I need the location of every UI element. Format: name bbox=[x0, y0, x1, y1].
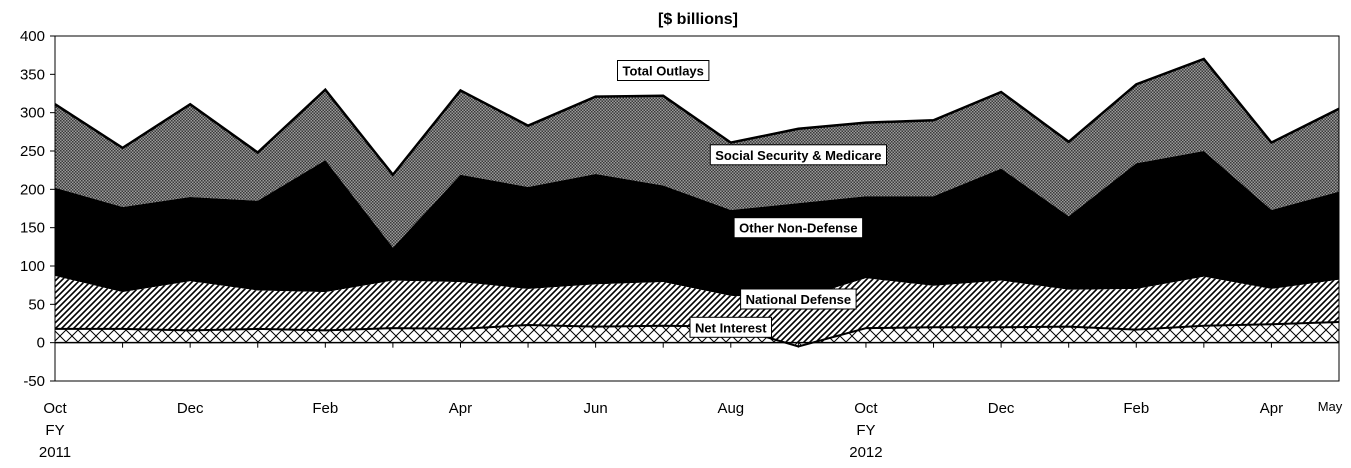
x-tick-label: Jun bbox=[584, 400, 608, 417]
y-tick-label: 400 bbox=[20, 28, 45, 45]
x-tick-label: Oct bbox=[854, 400, 878, 417]
y-axis: -50 0 50 100 150 200 250 300 350 400 bbox=[20, 28, 1339, 390]
x-tick-label: Feb bbox=[1123, 400, 1149, 417]
series-label-box bbox=[740, 288, 857, 310]
y-tick-label: 50 bbox=[28, 296, 45, 313]
series-label-box bbox=[733, 217, 864, 239]
y-tick-label: 150 bbox=[20, 220, 45, 237]
series-label-text: Social Security & Medicare bbox=[715, 148, 881, 163]
x-tick-label: May bbox=[1318, 399, 1343, 414]
area-national-defense bbox=[55, 276, 1339, 347]
series-label-text: Net Interest bbox=[695, 320, 767, 335]
x-tick-label: Apr bbox=[449, 400, 472, 417]
area-social-security-medicare bbox=[55, 59, 1339, 248]
series-labels: Net Interest National Defense Other Non-De… bbox=[617, 60, 887, 338]
y-tick-label: 300 bbox=[20, 105, 45, 122]
x-tick-label: Dec bbox=[988, 400, 1015, 417]
x-axis: Oct FY 2011 Dec Feb Apr Jun Aug Oct FY 2012 Dec Feb A… bbox=[39, 342, 1343, 461]
series-label: Social Security & Medicare bbox=[709, 144, 887, 166]
y-tick-label: -50 bbox=[23, 373, 45, 390]
area-other-non-defense bbox=[55, 151, 1339, 299]
series-label: Total Outlays bbox=[617, 60, 710, 81]
line-total-outlays bbox=[54, 57, 1340, 177]
x-tick-label: Oct bbox=[43, 400, 67, 417]
areas bbox=[55, 59, 1339, 347]
x-tick-label: FY bbox=[45, 422, 64, 439]
series-label: Other Non-Defense bbox=[733, 217, 864, 239]
y-tick-label: 350 bbox=[20, 66, 45, 83]
series-label-text: Total Outlays bbox=[623, 64, 704, 79]
y-tick-label: 250 bbox=[20, 143, 45, 160]
x-tick-label: Apr bbox=[1260, 400, 1283, 417]
y-tick-label: 0 bbox=[37, 335, 45, 352]
x-tick-label: 2011 bbox=[39, 444, 71, 461]
chart-title: [$ billions] bbox=[658, 11, 738, 28]
series-label-box bbox=[689, 316, 772, 338]
plot-frame bbox=[54, 35, 1340, 382]
series-label: National Defense bbox=[740, 288, 857, 310]
series-label-text: National Defense bbox=[746, 292, 851, 307]
x-tick-label: 2012 bbox=[849, 444, 882, 461]
x-tick-label: Aug bbox=[717, 400, 744, 417]
series-label-box bbox=[709, 144, 887, 166]
series-label-box bbox=[617, 60, 710, 81]
series-label-text: Other Non-Defense bbox=[739, 221, 857, 236]
x-tick-label: Dec bbox=[177, 400, 204, 417]
series-label: Net Interest bbox=[689, 316, 772, 338]
x-tick-label: FY bbox=[856, 422, 875, 439]
x-tick-label: Feb bbox=[312, 400, 338, 417]
y-tick-label: 100 bbox=[20, 258, 45, 275]
y-tick-label: 200 bbox=[20, 181, 45, 198]
